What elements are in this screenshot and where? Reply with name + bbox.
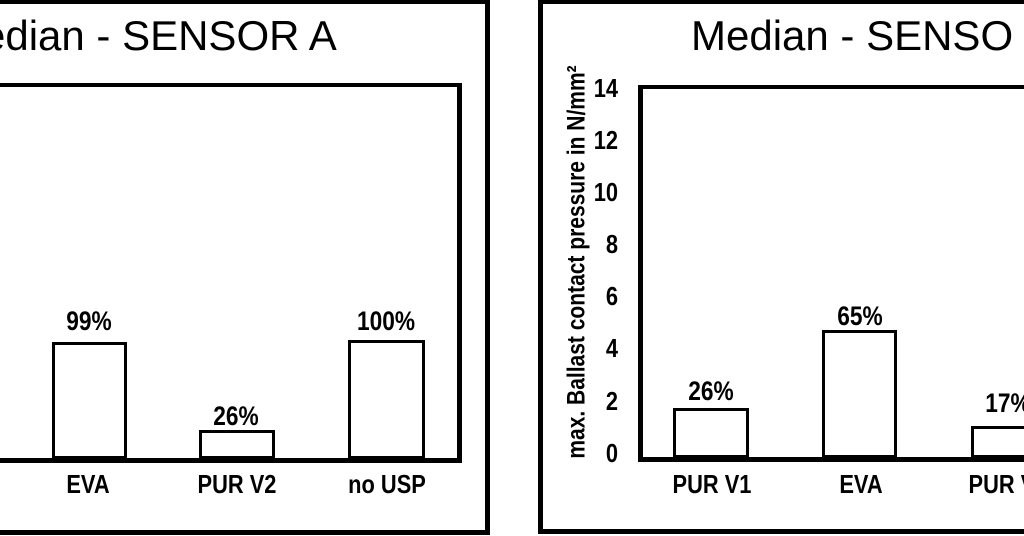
bar-value-label: 100% — [356, 306, 416, 336]
bar-value-label: 65% — [837, 301, 883, 331]
bar-value-label: 17% — [985, 388, 1024, 418]
bar-b-pur-v1 — [673, 408, 749, 458]
bar-a-no-usp — [348, 340, 425, 459]
y-tick-label: 0 — [605, 438, 618, 468]
y-tick-label: 10 — [593, 177, 618, 207]
panel-sensor-a-border — [0, 0, 490, 535]
chart-title-sensor-b: Median - SENSO — [691, 12, 1014, 59]
bar-b-pur-v2 — [971, 426, 1024, 458]
bar-b-eva — [822, 330, 897, 458]
x-category-label: no USP — [348, 469, 426, 499]
bar-value-label: 26% — [688, 376, 734, 406]
bar-a-pur-v2 — [199, 430, 275, 459]
y-tick-label: 8 — [605, 229, 618, 259]
x-category-label: PUR V2 — [197, 469, 277, 499]
plot-area-sensor-b — [638, 85, 1024, 462]
y-tick-label: 6 — [605, 281, 618, 311]
bar-value-label: 26% — [213, 401, 259, 431]
chart-title-sensor-a: Median - SENSOR A — [0, 12, 337, 59]
y-tick-label: 2 — [605, 386, 618, 416]
x-category-label: PUR V1 — [672, 469, 752, 499]
panel-sensor-b-border — [538, 0, 1024, 534]
bar-a-eva — [52, 342, 127, 459]
x-category-label: PUR V2 — [968, 469, 1024, 499]
y-tick-label: 14 — [593, 73, 618, 103]
y-tick-label: 12 — [593, 125, 618, 155]
x-category-label: EVA — [839, 469, 883, 499]
plot-area-sensor-a — [0, 83, 462, 463]
x-category-label: EVA — [66, 469, 110, 499]
bar-value-label: 99% — [66, 306, 112, 336]
y-tick-label: 4 — [605, 333, 618, 363]
